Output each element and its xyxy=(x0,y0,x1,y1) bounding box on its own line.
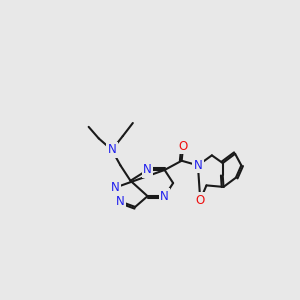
Text: N: N xyxy=(116,195,125,208)
Text: N: N xyxy=(111,181,119,194)
Text: N: N xyxy=(143,164,152,176)
Text: N: N xyxy=(194,159,202,172)
Text: O: O xyxy=(196,194,205,206)
Text: O: O xyxy=(178,140,188,153)
Text: N: N xyxy=(107,143,116,157)
Text: N: N xyxy=(160,190,169,203)
